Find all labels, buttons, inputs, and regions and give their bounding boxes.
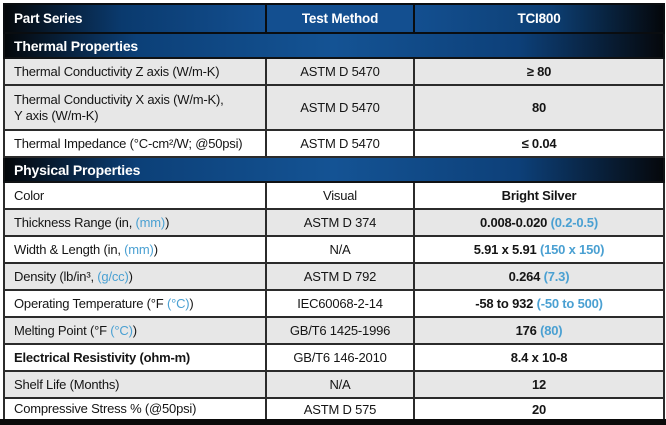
row-method: ASTM D 575 xyxy=(265,397,415,421)
row-value: -58 to 932 xyxy=(475,296,537,311)
row-label: Width & Length (in, xyxy=(14,241,125,257)
section-title-physical: Physical Properties xyxy=(3,156,665,183)
row-method: Visual xyxy=(265,181,415,210)
row-value: ≤ 0.04 xyxy=(521,136,557,151)
row-label: Operating Temperature (°F xyxy=(14,295,167,311)
row-method: GB/T6 146-2010 xyxy=(265,343,415,372)
row-label: Melting Point (°F xyxy=(14,322,111,338)
row-label: Color xyxy=(14,187,45,203)
section-title-thermal: Thermal Properties xyxy=(3,32,665,59)
row-label-tail: ) xyxy=(153,241,158,257)
table-row: Melting Point (°F (°C)) GB/T6 1425-1996 … xyxy=(3,316,665,345)
row-label: Thickness Range (in, xyxy=(14,214,136,230)
table-row: Thermal Conductivity X axis (W/m-K), Y a… xyxy=(3,84,665,131)
section-header-physical: Physical Properties xyxy=(3,156,665,183)
row-label-metric: (g/cc) xyxy=(97,268,129,284)
row-label: Thermal Impedance (°C-cm²/W; @50psi) xyxy=(14,135,243,151)
row-label-metric: (°C) xyxy=(110,322,133,338)
row-value: 12 xyxy=(531,377,547,392)
row-value: 8.4 x 10-8 xyxy=(510,350,568,365)
row-value: 176 xyxy=(515,323,541,338)
row-method: ASTM D 374 xyxy=(265,208,415,237)
table-row: Density (lb/in³, (g/cc)) ASTM D 792 0.26… xyxy=(3,262,665,291)
table-row: Thermal Impedance (°C-cm²/W; @50psi) AST… xyxy=(3,129,665,158)
row-label: Thermal Conductivity Z axis (W/m-K) xyxy=(14,63,220,79)
row-method: GB/T6 1425-1996 xyxy=(265,316,415,345)
header-test-method: Test Method xyxy=(265,3,415,34)
row-method: ASTM D 5470 xyxy=(265,84,415,131)
row-label-tail: ) xyxy=(189,295,194,311)
table-row: Operating Temperature (°F (°C)) IEC60068… xyxy=(3,289,665,318)
row-label-metric: (mm) xyxy=(124,241,154,257)
row-label-tail: ) xyxy=(165,214,170,230)
table-row: Compressive Stress % (@50psi) ASTM D 575… xyxy=(3,397,665,421)
row-label-metric: (mm) xyxy=(135,214,166,230)
table-header-row: Part Series Test Method TCI800 xyxy=(3,3,665,34)
table-row: Thermal Conductivity Z axis (W/m-K) ASTM… xyxy=(3,57,665,86)
row-value-metric: (7.3) xyxy=(543,269,570,284)
spec-table: Part Series Test Method TCI800 Thermal P… xyxy=(3,3,665,421)
row-label-metric: (°C) xyxy=(166,295,190,311)
row-method: ASTM D 5470 xyxy=(265,57,415,86)
row-value: 0.264 xyxy=(508,269,544,284)
header-part-series: Part Series xyxy=(3,3,267,34)
row-label-tail: ) xyxy=(128,268,133,284)
row-method: IEC60068-2-14 xyxy=(265,289,415,318)
row-value: 80 xyxy=(531,100,547,115)
table-row: Width & Length (in, (mm)) N/A 5.91 x 5.9… xyxy=(3,235,665,264)
table-row: Electrical Resistivity (ohm-m) GB/T6 146… xyxy=(3,343,665,372)
row-value: 5.91 x 5.91 xyxy=(473,242,540,257)
row-label: Density (lb/in³, xyxy=(14,268,98,284)
page-divider-bar xyxy=(0,419,666,425)
row-label: Compressive Stress % (@50psi) xyxy=(14,401,197,416)
row-label: Electrical Resistivity (ohm-m) xyxy=(14,349,191,365)
row-value: 0.008-0.020 xyxy=(480,215,551,230)
row-value: ≥ 80 xyxy=(526,64,552,79)
row-label-tail: ) xyxy=(132,322,137,338)
row-label: Thermal Conductivity X axis (W/m-K), Y a… xyxy=(14,91,224,123)
section-header-thermal: Thermal Properties xyxy=(3,32,665,59)
row-method: N/A xyxy=(265,235,415,264)
row-value-metric: (-50 to 500) xyxy=(536,296,603,311)
row-method: ASTM D 5470 xyxy=(265,129,415,158)
row-value-metric: (0.2-0.5) xyxy=(550,215,599,230)
table-row: Thickness Range (in, (mm)) ASTM D 374 0.… xyxy=(3,208,665,237)
row-value: 20 xyxy=(531,401,547,417)
row-value-metric: (80) xyxy=(540,323,563,338)
table-row: Shelf Life (Months) N/A 12 xyxy=(3,370,665,399)
row-value-metric: (150 x 150) xyxy=(539,242,605,257)
row-method: ASTM D 792 xyxy=(265,262,415,291)
row-label: Shelf Life (Months) xyxy=(14,376,120,392)
row-method: N/A xyxy=(265,370,415,399)
header-tci800: TCI800 xyxy=(413,3,665,34)
table-row: Color Visual Bright Silver xyxy=(3,181,665,210)
row-value: Bright Silver xyxy=(501,188,577,203)
